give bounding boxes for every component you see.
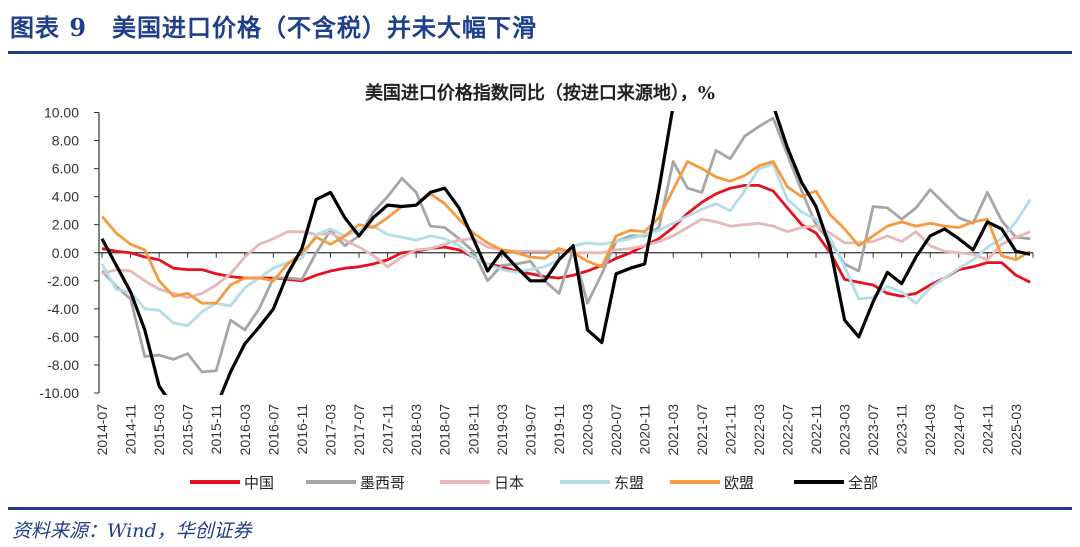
x-tick-label: 2020-03 bbox=[580, 404, 596, 456]
y-tick-label: 10.00 bbox=[44, 105, 79, 121]
y-tick-label: 4.00 bbox=[52, 189, 79, 205]
x-tick-label: 2019-11 bbox=[551, 404, 567, 455]
y-tick-label: 6.00 bbox=[52, 161, 79, 177]
legend-label: 墨西哥 bbox=[360, 474, 405, 492]
legend-label: 东盟 bbox=[614, 474, 644, 492]
y-tick-label: 2.00 bbox=[52, 217, 79, 233]
x-tick-label: 2015-03 bbox=[151, 404, 167, 456]
figure-title: 图表 9 美国进口价格（不含税）并未大幅下滑 bbox=[10, 13, 538, 42]
x-tick-label: 2015-07 bbox=[180, 404, 196, 456]
x-tick-label: 2018-03 bbox=[408, 404, 424, 456]
x-axis: 2014-07 2014-11 2015-03 2015-07 2015-11 2016-… bbox=[94, 252, 1034, 456]
y-axis: 10.00 8.00 6.00 4.00 2.00 0.00 -2.00 -4.00 -6.00… bbox=[39, 105, 100, 401]
y-tick-label: -8.00 bbox=[47, 357, 79, 373]
x-tick-label: 2018-11 bbox=[465, 404, 481, 455]
series-lines bbox=[100, 111, 1032, 395]
y-tick-label: -4.00 bbox=[47, 301, 79, 317]
x-tick-label: 2014-11 bbox=[123, 404, 139, 455]
x-tick-label: 2024-11 bbox=[979, 404, 995, 455]
y-tick-label: -6.00 bbox=[47, 329, 79, 345]
legend-label: 日本 bbox=[494, 474, 524, 492]
x-tick-label: 2024-03 bbox=[922, 404, 938, 456]
x-tick-label: 2022-11 bbox=[808, 404, 824, 455]
x-tick-label: 2025-03 bbox=[1008, 404, 1024, 456]
y-tick-label: 8.00 bbox=[52, 133, 79, 149]
y-tick-label: -2.00 bbox=[47, 273, 79, 289]
x-tick-label: 2014-07 bbox=[94, 404, 110, 456]
x-tick-label: 2016-03 bbox=[237, 404, 253, 456]
x-tick-label: 2024-07 bbox=[951, 404, 967, 456]
source-note: 资料来源：Wind，华创证券 bbox=[12, 520, 252, 542]
x-tick-label: 2018-07 bbox=[437, 404, 453, 456]
legend-label: 中国 bbox=[244, 474, 274, 492]
x-tick-label: 2021-11 bbox=[722, 404, 738, 455]
x-tick-label: 2023-11 bbox=[894, 404, 910, 455]
series-line-东盟 bbox=[100, 162, 1032, 328]
x-tick-label: 2021-07 bbox=[694, 404, 710, 456]
x-tick-label: 2021-03 bbox=[665, 404, 681, 456]
x-tick-label: 2022-07 bbox=[779, 404, 795, 456]
legend: 中国 墨西哥 日本 东盟 欧盟 全部 bbox=[190, 474, 878, 492]
bottom-divider bbox=[8, 507, 1072, 510]
series-line-全部 bbox=[100, 111, 1031, 395]
x-tick-label: 2015-11 bbox=[208, 404, 224, 455]
x-tick-label: 2019-03 bbox=[494, 404, 510, 456]
series-line-墨西哥 bbox=[100, 116, 1031, 374]
x-tick-label: 2022-03 bbox=[751, 404, 767, 456]
x-tick-label: 2016-07 bbox=[265, 404, 281, 456]
x-tick-label: 2023-03 bbox=[837, 404, 853, 456]
top-divider bbox=[8, 51, 1072, 54]
x-tick-label: 2023-07 bbox=[865, 404, 881, 456]
legend-label: 全部 bbox=[848, 474, 878, 492]
chart-title: 美国进口价格指数同比（按进口来源地），% bbox=[365, 82, 715, 104]
y-tick-label: -10.00 bbox=[39, 385, 79, 401]
series-line-日本 bbox=[101, 217, 1031, 300]
legend-label: 欧盟 bbox=[724, 474, 754, 492]
y-tick-label: 0.00 bbox=[52, 245, 79, 261]
x-tick-label: 2017-11 bbox=[380, 404, 396, 455]
x-tick-label: 2020-07 bbox=[608, 404, 624, 456]
x-tick-label: 2020-11 bbox=[637, 404, 653, 455]
series-line-欧盟 bbox=[100, 160, 1031, 305]
x-tick-label: 2016-11 bbox=[294, 404, 310, 455]
x-tick-label: 2017-07 bbox=[351, 404, 367, 456]
x-tick-label: 2019-07 bbox=[522, 404, 538, 456]
x-tick-label: 2017-03 bbox=[322, 404, 338, 456]
